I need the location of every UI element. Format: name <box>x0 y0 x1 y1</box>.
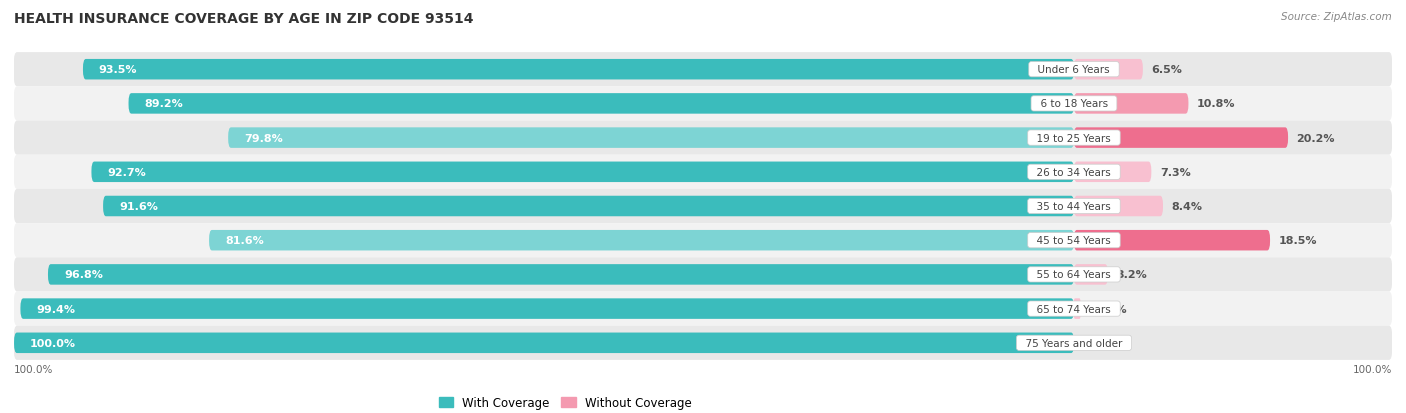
Text: 26 to 34 Years: 26 to 34 Years <box>1031 167 1118 177</box>
FancyBboxPatch shape <box>1074 264 1108 285</box>
FancyBboxPatch shape <box>14 53 1392 87</box>
Text: 100.0%: 100.0% <box>30 338 76 348</box>
FancyBboxPatch shape <box>1074 162 1152 183</box>
FancyBboxPatch shape <box>14 155 1392 190</box>
Text: HEALTH INSURANCE COVERAGE BY AGE IN ZIP CODE 93514: HEALTH INSURANCE COVERAGE BY AGE IN ZIP … <box>14 12 474 26</box>
FancyBboxPatch shape <box>91 162 1074 183</box>
Text: 75 Years and older: 75 Years and older <box>1019 338 1129 348</box>
Text: 81.6%: 81.6% <box>225 236 264 246</box>
Legend: With Coverage, Without Coverage: With Coverage, Without Coverage <box>434 392 696 413</box>
FancyBboxPatch shape <box>128 94 1074 114</box>
Text: 8.4%: 8.4% <box>1171 202 1202 211</box>
FancyBboxPatch shape <box>14 87 1392 121</box>
FancyBboxPatch shape <box>14 292 1392 326</box>
Text: 3.2%: 3.2% <box>1116 270 1147 280</box>
FancyBboxPatch shape <box>209 230 1074 251</box>
Text: 100.0%: 100.0% <box>14 364 53 374</box>
FancyBboxPatch shape <box>14 333 1074 353</box>
Text: 6 to 18 Years: 6 to 18 Years <box>1033 99 1115 109</box>
Text: 45 to 54 Years: 45 to 54 Years <box>1031 236 1118 246</box>
Text: 0.61%: 0.61% <box>1088 304 1128 314</box>
FancyBboxPatch shape <box>1074 60 1143 80</box>
FancyBboxPatch shape <box>14 258 1392 292</box>
FancyBboxPatch shape <box>1074 196 1163 217</box>
Text: 20.2%: 20.2% <box>1296 133 1336 143</box>
Text: 99.4%: 99.4% <box>37 304 76 314</box>
Text: 79.8%: 79.8% <box>245 133 283 143</box>
Text: 0.0%: 0.0% <box>1083 338 1114 348</box>
FancyBboxPatch shape <box>21 299 1074 319</box>
FancyBboxPatch shape <box>1074 299 1080 319</box>
Text: 6.5%: 6.5% <box>1152 65 1182 75</box>
FancyBboxPatch shape <box>1074 128 1288 149</box>
FancyBboxPatch shape <box>14 190 1392 223</box>
Text: 100.0%: 100.0% <box>1353 364 1392 374</box>
Text: 19 to 25 Years: 19 to 25 Years <box>1031 133 1118 143</box>
Text: 93.5%: 93.5% <box>98 65 138 75</box>
Text: 89.2%: 89.2% <box>145 99 183 109</box>
Text: 35 to 44 Years: 35 to 44 Years <box>1031 202 1118 211</box>
FancyBboxPatch shape <box>14 326 1392 360</box>
FancyBboxPatch shape <box>14 223 1392 258</box>
Text: 65 to 74 Years: 65 to 74 Years <box>1031 304 1118 314</box>
FancyBboxPatch shape <box>103 196 1074 217</box>
FancyBboxPatch shape <box>1074 230 1270 251</box>
Text: 10.8%: 10.8% <box>1197 99 1236 109</box>
Text: Source: ZipAtlas.com: Source: ZipAtlas.com <box>1281 12 1392 22</box>
FancyBboxPatch shape <box>14 121 1392 155</box>
Text: 55 to 64 Years: 55 to 64 Years <box>1031 270 1118 280</box>
Text: 18.5%: 18.5% <box>1278 236 1317 246</box>
FancyBboxPatch shape <box>1074 94 1188 114</box>
FancyBboxPatch shape <box>83 60 1074 80</box>
Text: Under 6 Years: Under 6 Years <box>1032 65 1116 75</box>
Text: 7.3%: 7.3% <box>1160 167 1191 177</box>
FancyBboxPatch shape <box>228 128 1074 149</box>
Text: 92.7%: 92.7% <box>107 167 146 177</box>
FancyBboxPatch shape <box>48 264 1074 285</box>
Text: 91.6%: 91.6% <box>120 202 157 211</box>
Text: 96.8%: 96.8% <box>63 270 103 280</box>
